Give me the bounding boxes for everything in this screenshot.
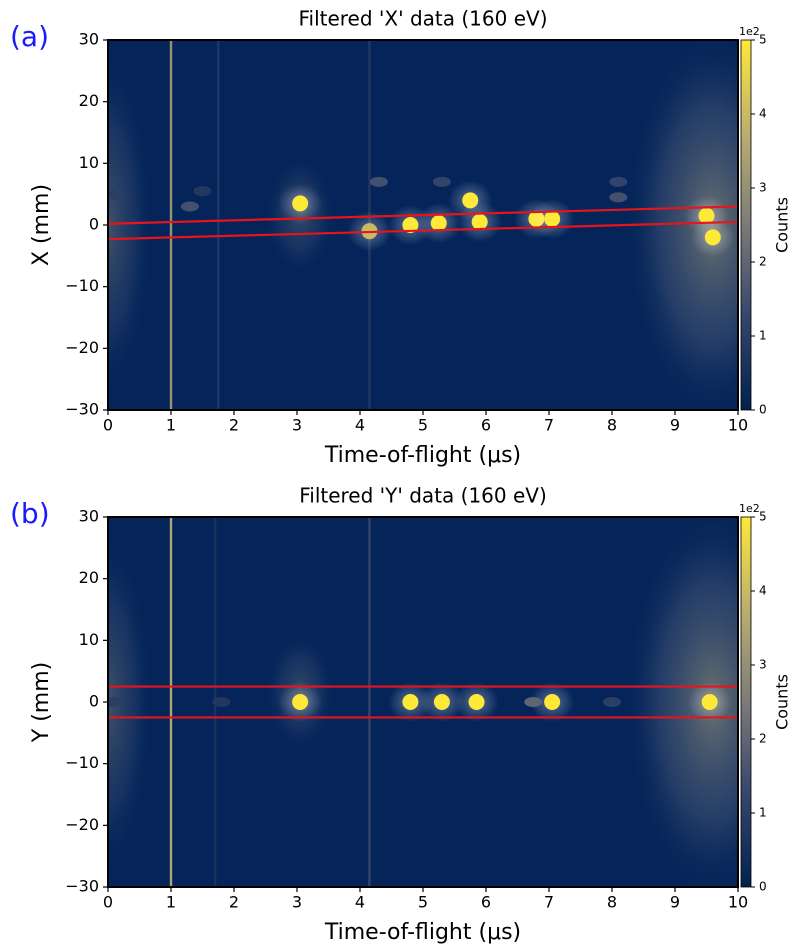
y-tick-label: 10 <box>79 630 99 649</box>
y-axis-label: Y (mm) <box>29 662 54 743</box>
streak <box>169 517 173 887</box>
y-tick-label: −20 <box>65 338 99 357</box>
colorbar-tick-label: 1 <box>759 329 767 343</box>
y-tick-label: 0 <box>89 692 99 711</box>
x-tick-label: 7 <box>544 416 554 435</box>
x-tick-label: 0 <box>103 416 113 435</box>
x-tick-label: 8 <box>607 893 617 912</box>
hotspot <box>402 217 419 233</box>
colorbar-tick-label: 4 <box>759 107 767 121</box>
hotspot <box>544 210 561 227</box>
panel-label: (a) <box>10 20 49 53</box>
x-tick-label: 2 <box>229 893 239 912</box>
hotspot <box>432 176 451 187</box>
colorbar-tick-label: 0 <box>759 880 767 894</box>
y-tick-label: 30 <box>79 30 99 49</box>
hotspot <box>471 213 488 230</box>
x-tick-label: 7 <box>544 893 554 912</box>
hotspot <box>544 694 561 710</box>
colorbar-tick-label: 5 <box>759 510 767 524</box>
y-tick-label: 0 <box>89 215 99 234</box>
x-tick-label: 1 <box>166 893 176 912</box>
x-tick-label: 3 <box>292 893 302 912</box>
plot-area <box>108 40 738 410</box>
hotspot <box>704 229 721 246</box>
x-tick-label: 2 <box>229 416 239 435</box>
colorbar-tick-label: 3 <box>759 658 767 672</box>
y-tick-label: 30 <box>79 507 99 526</box>
colorbar-label: Counts <box>773 674 792 730</box>
hotspot <box>292 694 309 710</box>
x-tick-label: 9 <box>670 893 680 912</box>
x-tick-label: 10 <box>728 416 748 435</box>
x-tick-label: 5 <box>418 893 428 912</box>
x-tick-label: 1 <box>166 416 176 435</box>
background-glow <box>622 40 738 410</box>
x-axis-label: Time-of-flight (μs) <box>324 920 521 945</box>
hotspot <box>609 176 628 187</box>
y-tick-label: −10 <box>65 753 99 772</box>
hotspot <box>108 697 124 707</box>
y-tick-label: −30 <box>65 877 99 896</box>
streak <box>368 517 371 887</box>
y-tick-label: −30 <box>65 400 99 419</box>
streak <box>169 40 173 410</box>
x-tick-label: 8 <box>607 416 617 435</box>
y-tick-label: −10 <box>65 276 99 295</box>
x-tick-label: 3 <box>292 416 302 435</box>
hotspot <box>402 694 419 710</box>
chart-title: Filtered 'X' data (160 eV) <box>298 7 547 31</box>
colorbar-tick-label: 4 <box>759 584 767 598</box>
hotspot <box>180 201 199 212</box>
colorbar-tick-label: 3 <box>759 181 767 195</box>
x-axis-label: Time-of-flight (μs) <box>324 443 521 468</box>
colorbar <box>740 516 752 888</box>
panel-label: (b) <box>10 497 50 530</box>
hotspot <box>369 176 388 187</box>
colorbar-tick-label: 0 <box>759 403 767 417</box>
x-tick-label: 9 <box>670 416 680 435</box>
background-glow <box>108 532 153 872</box>
y-tick-label: −20 <box>65 815 99 834</box>
hotspot <box>193 186 212 197</box>
y-tick-label: 10 <box>79 153 99 172</box>
hotspot <box>292 195 309 212</box>
x-tick-label: 10 <box>728 893 748 912</box>
colorbar <box>740 39 752 411</box>
x-tick-label: 4 <box>355 893 365 912</box>
streak <box>217 40 220 410</box>
background-glow <box>622 517 738 887</box>
hotspot <box>603 697 621 707</box>
y-tick-label: 20 <box>79 91 99 110</box>
colorbar-offset: 1e2 <box>739 25 760 38</box>
plot-area <box>108 517 738 887</box>
hotspot <box>524 697 543 707</box>
hotspot <box>108 189 124 200</box>
background-glow <box>108 55 153 395</box>
y-tick-label: 20 <box>79 568 99 587</box>
colorbar-tick-label: 5 <box>759 33 767 47</box>
hotspot <box>701 694 718 710</box>
colorbar-tick-label: 1 <box>759 806 767 820</box>
guide-line <box>108 205 738 225</box>
colorbar-tick-label: 2 <box>759 732 767 746</box>
hotspot <box>430 215 447 232</box>
x-tick-label: 0 <box>103 893 113 912</box>
hotspot <box>433 694 450 710</box>
colorbar-tick-label: 2 <box>759 255 767 269</box>
chart-title: Filtered 'Y' data (160 eV) <box>299 484 547 508</box>
hotspot <box>609 192 628 203</box>
x-tick-label: 4 <box>355 416 365 435</box>
x-tick-label: 6 <box>481 893 491 912</box>
x-tick-label: 6 <box>481 416 491 435</box>
hotspot <box>212 697 231 707</box>
hotspot <box>468 694 485 710</box>
colorbar-offset: 1e2 <box>739 502 760 515</box>
colorbar-label: Counts <box>773 197 792 253</box>
y-axis-label: X (mm) <box>29 184 54 266</box>
guide-line <box>108 220 738 241</box>
x-tick-label: 5 <box>418 416 428 435</box>
